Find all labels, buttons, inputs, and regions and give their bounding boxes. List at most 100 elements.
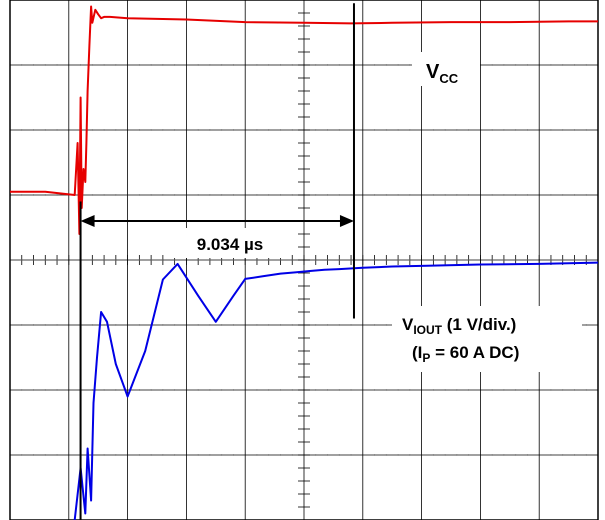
grid-dot <box>197 129 199 131</box>
grid-dot <box>232 129 235 131</box>
grid-dot <box>197 64 199 66</box>
grid-dot <box>232 259 235 261</box>
grid-dot <box>44 194 46 196</box>
grid-dot <box>444 259 446 261</box>
grid-dot <box>256 259 258 261</box>
grid-dot <box>138 389 141 391</box>
grid-dot <box>326 129 329 131</box>
grid-dot <box>150 454 152 456</box>
grid-dot <box>291 454 293 456</box>
grid-dot <box>514 259 517 261</box>
grid-dot <box>138 129 141 131</box>
grid-dot <box>585 194 587 196</box>
grid-dot <box>115 324 117 326</box>
grid-dot <box>409 129 411 131</box>
grid-dot <box>209 129 211 131</box>
grid-dot <box>291 324 293 326</box>
grid-dot <box>491 129 493 131</box>
grid-dot <box>103 129 105 131</box>
grid-dot <box>220 389 223 391</box>
grid-dot <box>150 64 152 66</box>
grid-dot <box>514 454 517 456</box>
grid-dot <box>385 194 388 196</box>
grid-dot <box>467 454 470 456</box>
grid-dot <box>456 129 458 131</box>
grid-dot <box>279 389 282 391</box>
grid-dot <box>350 454 352 456</box>
grid-dot <box>138 64 141 66</box>
grid-dot <box>21 454 23 456</box>
grid-dot <box>21 194 23 196</box>
grid-dot <box>91 194 94 196</box>
grid <box>9 0 599 520</box>
grid-dot <box>562 454 564 456</box>
grid-dot <box>585 324 587 326</box>
grid-dot <box>350 259 352 261</box>
grid-dot <box>115 194 117 196</box>
viout-label-bg <box>392 306 582 372</box>
grid-dot <box>150 194 152 196</box>
grid-dot <box>256 194 258 196</box>
trace-viout <box>73 261 599 520</box>
grid-dot <box>444 129 446 131</box>
grid-dot <box>220 129 223 131</box>
delta-label-bg <box>174 228 286 258</box>
grid-dot <box>491 454 493 456</box>
grid-dot <box>526 454 529 456</box>
grid-dot <box>91 129 94 131</box>
grid-dot <box>91 259 94 261</box>
grid-dot <box>338 389 340 391</box>
grid-dot <box>397 194 399 196</box>
grid-dot <box>573 129 576 131</box>
grid-dot <box>338 64 340 66</box>
grid-dot <box>173 129 176 131</box>
grid-dot <box>503 389 505 391</box>
grid-dot <box>456 454 458 456</box>
grid-dot <box>32 64 35 66</box>
grid-dot <box>409 454 411 456</box>
grid-dot <box>56 129 58 131</box>
grid-dot <box>338 194 340 196</box>
cursor-delta-label: 9.034 µs <box>197 235 264 254</box>
grid-dot <box>315 454 317 456</box>
grid-dot <box>326 454 329 456</box>
grid-dot <box>467 129 470 131</box>
grid-dot <box>585 64 587 66</box>
grid-dot <box>103 454 105 456</box>
grid-dot <box>456 389 458 391</box>
grid-dot <box>173 454 176 456</box>
grid-dot <box>385 129 388 131</box>
grid-dot <box>162 64 164 66</box>
grid-dot <box>315 259 317 261</box>
grid-dot <box>491 259 493 261</box>
time-cursors <box>79 3 355 520</box>
grid-dot <box>162 454 164 456</box>
grid-dot <box>279 454 282 456</box>
grid-dot <box>32 389 35 391</box>
grid-dot <box>338 129 340 131</box>
grid-dot <box>503 194 505 196</box>
trace-vcc <box>10 5 598 235</box>
grid-dot <box>409 389 411 391</box>
grid-dot <box>456 259 458 261</box>
grid-dot <box>150 389 152 391</box>
grid-dot <box>385 389 388 391</box>
grid-dot <box>573 64 576 66</box>
grid-dot <box>526 194 529 196</box>
grid-dot <box>138 454 141 456</box>
grid-dot <box>350 129 352 131</box>
grid-dot <box>514 129 517 131</box>
grid-dot <box>44 64 46 66</box>
grid-dot <box>256 389 258 391</box>
grid-dot <box>115 64 117 66</box>
grid-dot <box>173 324 176 326</box>
grid-dot <box>173 64 176 66</box>
grid-dot <box>385 454 388 456</box>
viout-label: VIOUT (1 V/div.) <box>402 315 516 337</box>
grid-dot <box>21 64 23 66</box>
grid-dot <box>220 454 223 456</box>
grid-dot <box>268 454 270 456</box>
grid-dot <box>350 64 352 66</box>
grid-dot <box>550 389 552 391</box>
grid-dot <box>514 64 517 66</box>
